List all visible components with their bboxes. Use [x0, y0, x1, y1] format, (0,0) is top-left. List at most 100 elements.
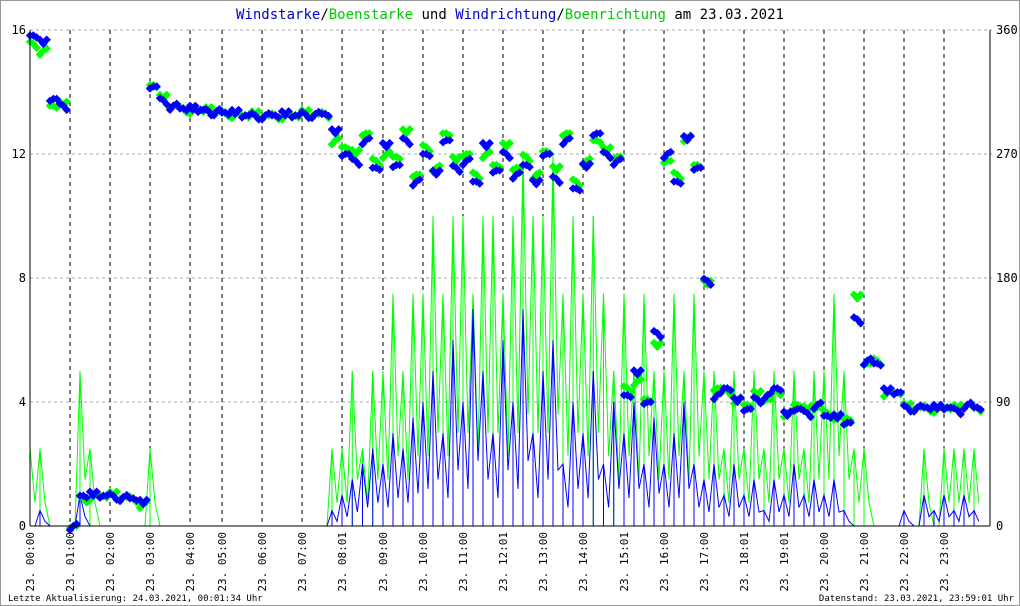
- gust-speed-line: [29, 153, 980, 527]
- title-part-4: Windrichtung: [455, 7, 556, 23]
- x-tick-label: 23. 06:00: [256, 532, 269, 592]
- x-tick-label: 23. 04:00: [184, 532, 197, 592]
- x-tick-label: 23. 13:00: [537, 532, 550, 592]
- wind-direction-point: [445, 135, 454, 145]
- y-right-tick-label: 0: [996, 519, 1003, 533]
- wind-direction-point: [385, 138, 394, 148]
- wind-direction-point: [375, 165, 384, 175]
- x-tick-label: 23. 15:01: [618, 532, 631, 592]
- gust-direction-point: [162, 90, 171, 100]
- y-right-tick-label: 180: [996, 271, 1018, 285]
- x-tick-label: 23. 03:00: [144, 532, 157, 592]
- x-tick-label: 23. 20:00: [818, 532, 831, 592]
- wind-direction-point: [354, 160, 364, 170]
- wind-direction-point: [876, 361, 885, 370]
- title-part-1: /: [320, 7, 328, 23]
- y-left-tick-label: 16: [12, 23, 26, 37]
- footer-last-update: Letzte Aktualisierung: 24.03.2021, 00:01…: [8, 594, 263, 604]
- x-tick-label: 23. 01:00: [64, 532, 77, 592]
- y-right-tick-label: 360: [996, 23, 1018, 37]
- gust-direction-point: [395, 154, 404, 163]
- wind-direction-point: [846, 418, 855, 427]
- x-tick-label: 23. 21:00: [858, 532, 871, 592]
- x-tick-label: 23. 19:01: [778, 532, 791, 592]
- wind-direction-point: [82, 493, 91, 502]
- wind-direction-point: [405, 139, 414, 149]
- gust-direction-point: [32, 43, 41, 53]
- gust-direction-point: [405, 125, 414, 134]
- wind-direction-point: [505, 153, 514, 163]
- wind-direction-point: [706, 280, 715, 289]
- wind-direction-point: [415, 175, 424, 184]
- x-tick-label: 23. 16:00: [658, 532, 671, 592]
- wind-direction-point: [191, 101, 200, 111]
- wind-direction-point: [435, 166, 444, 175]
- x-tick-label: 23. 02:00: [104, 532, 117, 592]
- gust-direction-point: [465, 149, 474, 159]
- wind-direction-point: [152, 82, 161, 91]
- title-part-3: und: [413, 7, 455, 23]
- title-part-2: Boenstarke: [329, 7, 413, 23]
- wind-direction-point: [856, 319, 865, 328]
- wind-direction-point: [726, 385, 735, 395]
- wind-direction-point: [365, 133, 374, 143]
- y-left-tick-label: 4: [19, 395, 26, 409]
- wind-direction-point: [162, 100, 171, 109]
- wind-direction-point: [334, 125, 343, 134]
- wind-direction-point: [425, 151, 434, 161]
- wind-direction-point: [896, 388, 905, 397]
- x-tick-label: 23. 09:00: [377, 532, 390, 592]
- title-part-7: am 23.03.2021: [666, 7, 784, 23]
- x-tick-label: 23. 22:00: [898, 532, 911, 592]
- gust-direction-point: [776, 390, 785, 400]
- x-tick-label: 23. 05:00: [216, 532, 229, 592]
- gust-direction-point: [354, 145, 364, 155]
- wind-direction-point: [42, 35, 51, 45]
- wind-direction-point: [475, 179, 484, 188]
- wind-direction-point: [142, 495, 151, 505]
- wind-direction-point: [284, 107, 293, 116]
- x-tick-label: 23. 00:00: [24, 532, 37, 592]
- wind-direction-point: [656, 332, 665, 342]
- wind-direction-point: [495, 166, 504, 175]
- wind-direction-point: [92, 487, 101, 496]
- x-tick-label: 23. 08:01: [336, 532, 349, 592]
- wind-direction-point: [234, 105, 243, 115]
- footer-data-state: Datenstand: 23.03.2021, 23:59:01 Uhr: [819, 594, 1015, 604]
- wind-direction-point: [736, 393, 745, 403]
- x-tick-label: 23. 18:01: [738, 532, 751, 592]
- wind-direction-point: [636, 366, 645, 375]
- chart-title: Windstarke/Boenstarke und Windrichtung/B…: [236, 7, 784, 23]
- wind-direction-point: [956, 410, 965, 419]
- y-left-tick-label: 12: [12, 147, 26, 161]
- title-part-6: Boenrichtung: [565, 7, 666, 23]
- y-left-tick-label: 8: [19, 271, 26, 285]
- wind-direction-point: [62, 105, 71, 115]
- gust-direction-point: [856, 290, 865, 299]
- wind-direction-point: [776, 385, 785, 395]
- y-right-tick-label: 270: [996, 147, 1018, 161]
- wind-direction-point: [646, 397, 655, 407]
- x-tick-label: 23. 23:00: [938, 532, 951, 592]
- wind-direction-point: [886, 384, 895, 393]
- wind-direction-point: [836, 410, 845, 419]
- wind-direction-point: [274, 113, 283, 122]
- y-right-tick-label: 90: [996, 395, 1010, 409]
- title-part-5: /: [556, 7, 564, 23]
- y-left-tick-label: 0: [19, 519, 26, 533]
- x-tick-label: 23. 12:01: [497, 532, 510, 592]
- gust-direction-point: [415, 170, 424, 179]
- gust-direction-point: [656, 338, 665, 348]
- wind-direction-point: [806, 412, 815, 422]
- wind-direction-point: [395, 160, 404, 170]
- x-tick-label: 23. 17:00: [698, 532, 711, 592]
- gust-direction-point: [435, 161, 444, 171]
- x-tick-label: 23. 10:00: [417, 532, 430, 592]
- wind-direction-point: [976, 405, 985, 414]
- x-tick-label: 23. 11:00: [457, 532, 470, 592]
- wind-direction-point: [485, 138, 494, 148]
- title-part-0: Windstarke: [236, 7, 320, 23]
- gust-direction-point: [365, 129, 374, 138]
- gust-direction-point: [756, 386, 765, 396]
